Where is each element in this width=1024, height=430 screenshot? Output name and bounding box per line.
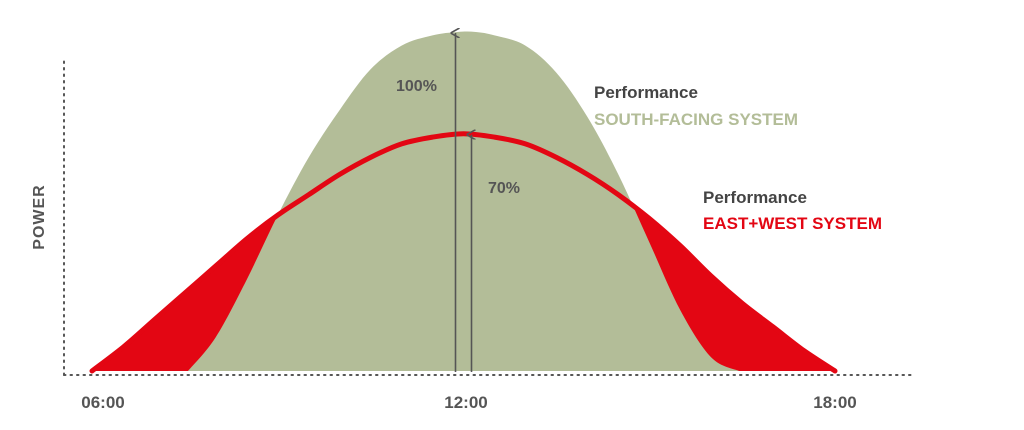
peak-label-eastwest: 70% (488, 180, 520, 197)
series-overlap-south-facing (187, 133, 739, 371)
legend-south-title: Performance (594, 83, 698, 102)
series-line-east-west (89, 131, 838, 374)
x-tick-label-1800: 18:00 (813, 393, 856, 412)
arrow-layer (456, 33, 472, 372)
series-layer (89, 31, 838, 374)
peak-label-south: 100% (396, 78, 437, 95)
x-tick-label-0600: 06:00 (81, 393, 124, 412)
legend-south-name: SOUTH-FACING SYSTEM (594, 110, 798, 129)
y-axis-label: POWER (31, 184, 48, 249)
legend-eastwest-name: EAST+WEST SYSTEM (703, 214, 882, 233)
x-tick-label-1200: 12:00 (444, 393, 487, 412)
legend-eastwest-title: Performance (703, 188, 807, 207)
